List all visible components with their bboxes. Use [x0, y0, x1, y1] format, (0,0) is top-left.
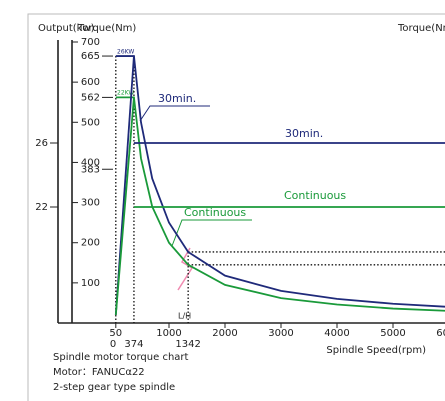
annotation: 30min.	[158, 92, 196, 105]
y-tick-label: 700	[81, 37, 100, 48]
y2-title: Output(kw)	[38, 23, 95, 34]
series-line	[115, 55, 445, 308]
y-tick-label: 300	[81, 198, 100, 209]
x-tick-label: 0	[110, 339, 116, 350]
annotation: L/H	[178, 312, 191, 321]
annotation: Continuous	[284, 189, 346, 202]
x-tick-label: 50	[109, 328, 122, 339]
y-title-right: Torque(Nm)	[397, 23, 445, 34]
x-tick-label: 1342	[175, 339, 200, 350]
leader	[139, 105, 210, 122]
y-tick-label: 400	[81, 157, 100, 168]
y-tick-label: 665	[81, 51, 100, 62]
series-line	[114, 97, 135, 316]
x-tick-label: 1000	[156, 328, 181, 339]
y2-tick-label: 22	[35, 202, 48, 213]
y-tick-label: 100	[81, 278, 100, 289]
x-title: Spindle Speed(rpm)	[326, 345, 426, 356]
leader	[171, 219, 252, 247]
y2-tick-label: 26	[35, 138, 48, 149]
y-tick-label: 500	[81, 117, 100, 128]
x-tick-label: 4000	[324, 328, 349, 339]
power-label: 22KW	[117, 90, 134, 97]
mark-scribble	[177, 247, 194, 291]
x-tick-label: 6000	[436, 328, 445, 339]
frame	[27, 13, 445, 401]
annotation: Continuous	[184, 206, 246, 219]
note: Motor：FANUCα22	[53, 367, 145, 378]
power-label: 26KW	[117, 49, 134, 56]
y-tick-label: 562	[81, 92, 100, 103]
series-line	[115, 96, 445, 312]
note: Spindle motor torque chart	[53, 352, 189, 363]
y-title: Torque(Nm)	[77, 23, 136, 34]
x-tick-label: 374	[124, 339, 143, 350]
y-tick-label: 200	[81, 238, 100, 249]
x-tick-label: 5000	[380, 328, 405, 339]
y-tick-label: 383	[81, 164, 100, 175]
y-tick-label: 600	[81, 77, 100, 88]
x-tick-label: 3000	[268, 328, 293, 339]
annotation: 30min.	[285, 127, 323, 140]
x-tick-label: 2000	[212, 328, 237, 339]
note: 2-step gear type spindle	[53, 382, 175, 393]
